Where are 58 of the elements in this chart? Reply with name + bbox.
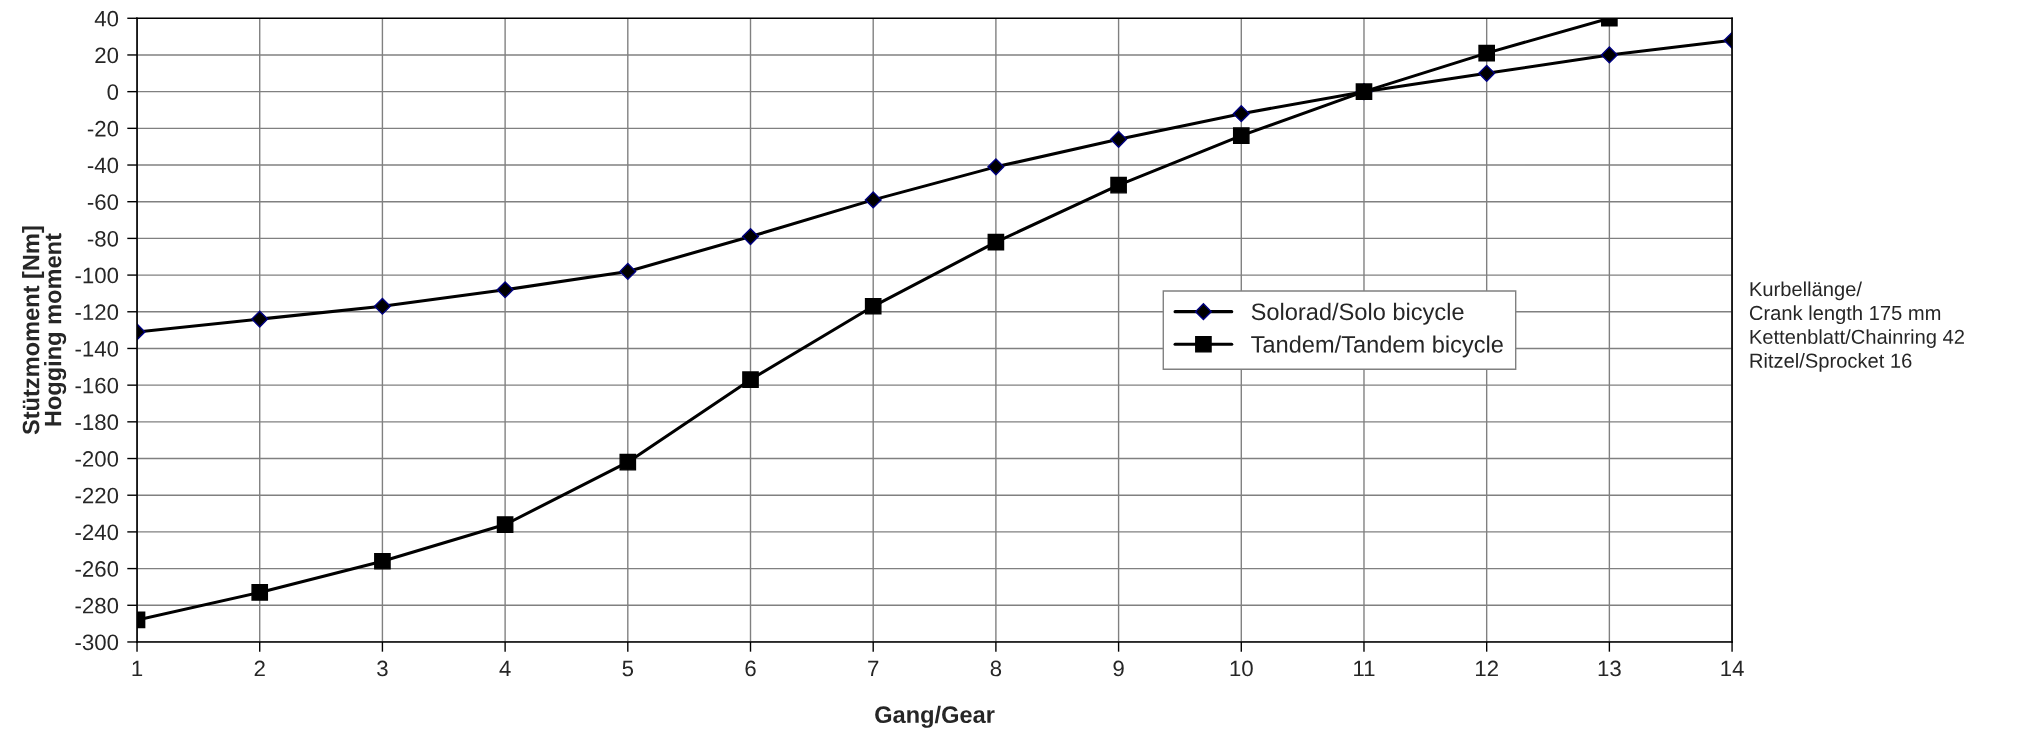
point (496, 516, 514, 533)
x-tick-label: 1 (132, 660, 143, 677)
x-tick-label: 4 (499, 660, 511, 677)
point (987, 233, 1005, 251)
y-tick-label: 20 (95, 47, 119, 64)
x-axis-title: Gang/Gear (875, 705, 995, 728)
y-tick-label: -180 (75, 414, 119, 431)
point (864, 191, 882, 209)
point (1232, 127, 1250, 145)
text: Kurbellänge/ Crank length 175 mm Kettenblatt/Chainring 42 Ritzel/Sprocket 16 (1749, 281, 1964, 372)
y-tick-label: -140 (75, 341, 119, 357)
y-tick-label: -100 (75, 267, 119, 284)
y-tick-label: -300 (75, 634, 119, 651)
x-tick-label: 5 (622, 660, 634, 677)
x-tick-label: 7 (868, 660, 879, 677)
x-tick-label: 2 (254, 660, 265, 677)
y-tick-label: 40 (94, 10, 119, 27)
point (1600, 46, 1618, 64)
point (1478, 64, 1496, 82)
point (251, 310, 269, 328)
point (1110, 130, 1128, 148)
x-tick-label: 10 (1230, 660, 1253, 677)
point (373, 297, 391, 315)
point (496, 281, 514, 299)
x-tick-label: 6 (745, 660, 756, 677)
point (987, 158, 1005, 176)
y-axis-title: Stützmoment [Nm] Hogging moment (22, 226, 67, 435)
x-tick-label: 13 (1598, 660, 1621, 677)
y-tick-label: -200 (75, 451, 119, 467)
y-tick-label: -240 (75, 524, 119, 541)
y-tick-label: -260 (75, 561, 119, 577)
y-tick-label: -40 (87, 157, 119, 174)
y-tick-label: -20 (87, 120, 119, 137)
point (742, 371, 759, 388)
point (619, 262, 637, 280)
point (864, 297, 882, 315)
x-tick-label: 9 (1113, 660, 1124, 677)
point (1110, 176, 1127, 194)
y-tick-label: 0 (107, 84, 119, 100)
y-tick-label: -220 (75, 487, 119, 504)
x-tick-label: 14 (1721, 660, 1744, 677)
legend-label: Solorad/Solo bicycle (1251, 302, 1464, 325)
y-tick-label: -160 (75, 377, 119, 394)
point (741, 228, 760, 246)
legend-label: Tandem/Tandem bicycle (1251, 335, 1503, 358)
point (619, 453, 637, 471)
x-tick-label: 3 (377, 660, 388, 677)
x-tick-label: 11 (1354, 660, 1375, 677)
y-tick-label: -120 (75, 304, 119, 321)
point (251, 584, 269, 601)
x-tick-label: 12 (1476, 660, 1498, 677)
y-tick-label: -280 (75, 597, 119, 614)
y-tick-label: -60 (87, 194, 119, 210)
point (1478, 44, 1496, 62)
point (1232, 105, 1250, 123)
y-tick-label: -80 (87, 230, 119, 247)
x-tick-label: 8 (990, 660, 1002, 677)
point (374, 552, 391, 570)
